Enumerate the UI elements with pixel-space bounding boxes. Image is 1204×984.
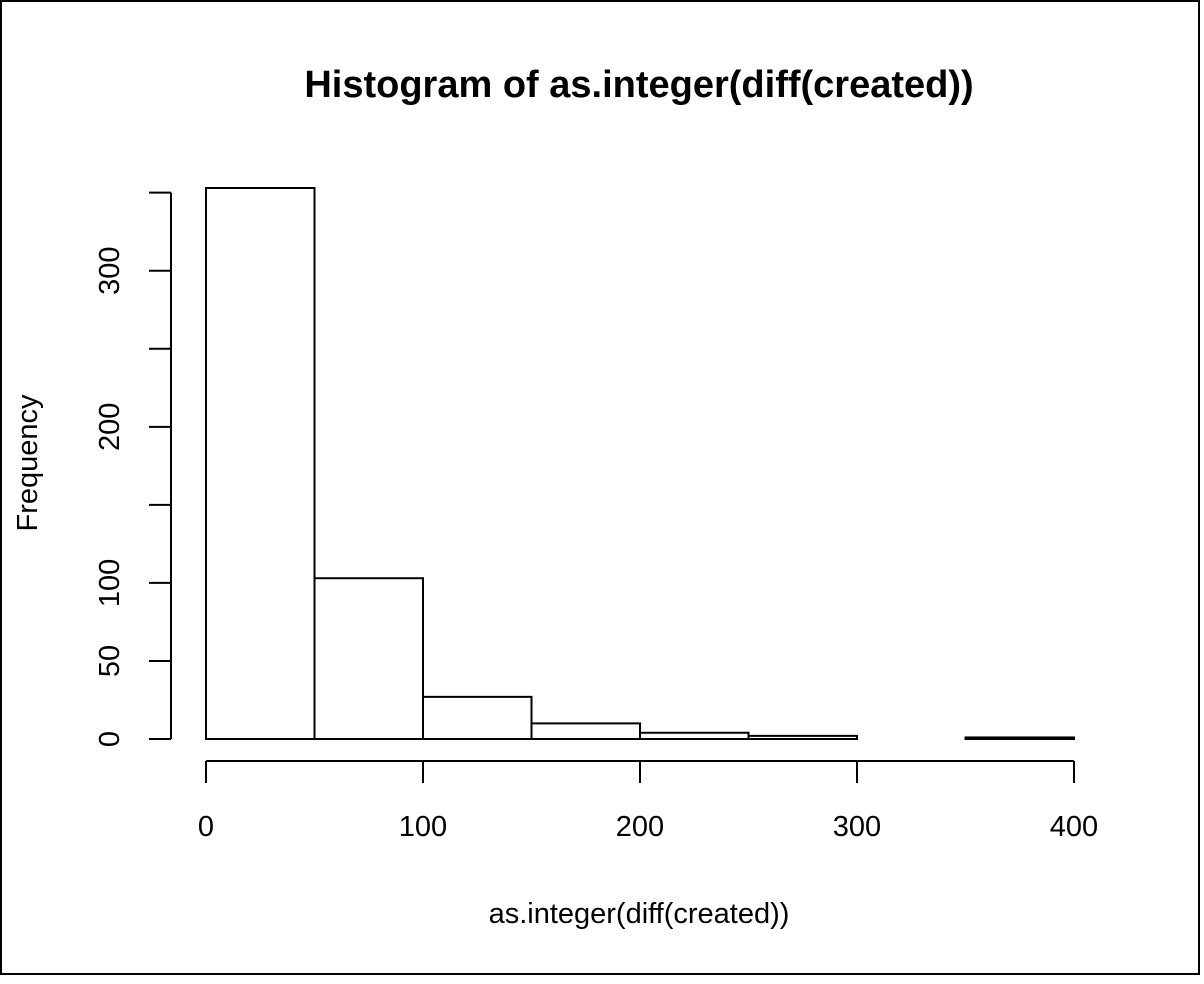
x-tick-label-3: 300	[833, 811, 881, 843]
histogram-bar-0	[205, 187, 316, 740]
x-axis: 0 100 200 300 400	[198, 760, 1098, 843]
y-tick-label-1: 50	[94, 645, 126, 677]
y-tick-label-2: 100	[94, 559, 126, 607]
histogram-bar-3	[530, 722, 641, 740]
y-tick-label-0: 0	[94, 731, 126, 747]
x-tick-label-2: 200	[616, 811, 664, 843]
y-tick-label-6: 300	[94, 247, 126, 295]
histogram-bar-4	[639, 731, 750, 740]
histogram-bars	[205, 187, 1075, 741]
x-tick-label-1: 100	[399, 811, 447, 843]
x-tick-label-4: 400	[1050, 811, 1098, 843]
y-tick-label-4: 200	[94, 403, 126, 451]
histogram-bar-5	[747, 734, 858, 740]
chart-title: Histogram of as.integer(diff(created))	[304, 64, 973, 106]
histogram-bar-1	[313, 577, 424, 740]
histogram-bar-7	[964, 736, 1075, 740]
histogram-bar-2	[422, 695, 533, 741]
x-axis-label: as.integer(diff(created))	[489, 898, 790, 930]
y-axis: 0 50 100 200 300	[94, 191, 172, 747]
x-tick-label-0: 0	[198, 811, 214, 843]
y-axis-label: Frequency	[12, 394, 44, 532]
